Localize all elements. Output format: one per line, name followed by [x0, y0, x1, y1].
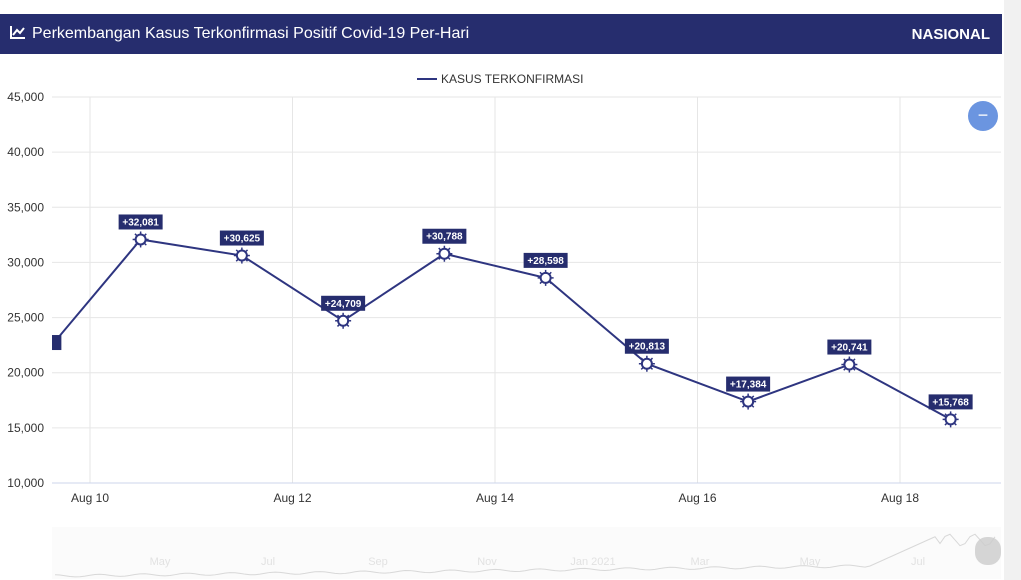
scrollbar[interactable]: [1004, 0, 1021, 580]
navigator[interactable]: [52, 527, 1001, 579]
y-tick-label: 25,000: [7, 311, 44, 325]
virus-marker[interactable]: [436, 245, 453, 262]
svg-text:+30,625: +30,625: [224, 234, 261, 245]
svg-text:+30,788: +30,788: [426, 232, 463, 243]
data-label: +28,598: [523, 252, 568, 268]
navigator-series: [54, 533, 996, 578]
x-tick-label: Aug 10: [71, 491, 109, 505]
series-line: [52, 238, 952, 421]
virus-marker[interactable]: [841, 356, 858, 373]
chart-title: Perkembangan Kasus Terkonfirmasi Positif…: [32, 25, 470, 42]
data-label: +30,788: [422, 228, 467, 244]
y-tick-label: 45,000: [7, 90, 44, 104]
data-label: +20,813: [624, 338, 669, 354]
data-label: +32,081: [118, 214, 163, 230]
data-label: +15,768: [928, 394, 973, 410]
virus-marker[interactable]: [132, 231, 149, 248]
virus-marker[interactable]: [537, 269, 554, 286]
y-tick-label: 30,000: [7, 255, 44, 269]
svg-text:+20,741: +20,741: [831, 343, 868, 354]
virus-marker[interactable]: [740, 393, 757, 410]
x-tick-label: Aug 16: [678, 491, 716, 505]
svg-text:+32,081: +32,081: [122, 217, 159, 228]
y-tick-label: 35,000: [7, 200, 44, 214]
navigator-label: Nov: [477, 556, 497, 568]
svg-text:+24,709: +24,709: [325, 299, 362, 310]
navigator-label: May: [800, 556, 821, 568]
y-tick-label: 10,000: [7, 476, 44, 490]
region-label: NASIONAL: [911, 25, 990, 43]
virus-marker[interactable]: [638, 355, 655, 372]
y-tick-label: 20,000: [7, 366, 44, 380]
virus-marker[interactable]: [335, 312, 352, 329]
svg-text:+28,598: +28,598: [527, 256, 564, 267]
data-label: +30,625: [219, 230, 264, 246]
zoom-out-button[interactable]: −: [968, 101, 998, 131]
navigator-label: Jan 2021: [570, 556, 615, 568]
navigator-handle[interactable]: [975, 537, 1001, 565]
virus-marker[interactable]: [942, 411, 959, 428]
svg-text:+2: +2: [34, 338, 46, 349]
data-label: +24,709: [321, 295, 366, 311]
x-tick-label: Aug 14: [476, 491, 514, 505]
data-label: +20,741: [827, 339, 872, 355]
data-label: +2: [34, 335, 62, 351]
x-tick-label: Aug 12: [273, 491, 311, 505]
svg-text:+15,768: +15,768: [932, 397, 969, 408]
chart-line-icon: [10, 25, 26, 44]
x-tick-label: Aug 18: [881, 491, 919, 505]
navigator-label: May: [150, 556, 171, 568]
svg-text:+20,813: +20,813: [629, 342, 666, 353]
navigator-label: Sep: [368, 556, 388, 568]
virus-marker[interactable]: [233, 247, 250, 264]
svg-text:+17,384: +17,384: [730, 380, 767, 391]
data-label: +17,384: [726, 376, 771, 392]
legend-item[interactable]: KASUS TERKONFIRMASI: [441, 72, 583, 86]
y-tick-label: 15,000: [7, 421, 44, 435]
navigator-label: Jul: [911, 556, 925, 568]
chart-header: Perkembangan Kasus Terkonfirmasi Positif…: [0, 14, 1002, 54]
y-tick-label: 40,000: [7, 145, 44, 159]
navigator-label: Mar: [691, 556, 710, 568]
navigator-label: Jul: [261, 556, 275, 568]
